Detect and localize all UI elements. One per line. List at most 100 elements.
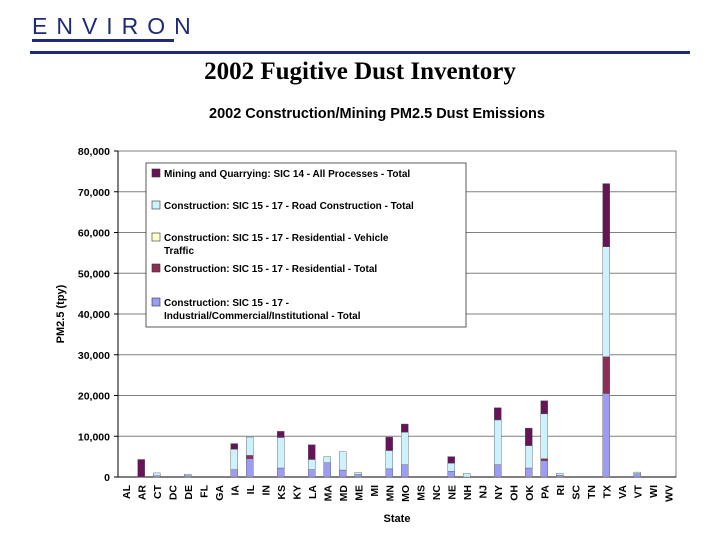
bar-segment-ri	[556, 475, 564, 478]
legend-entry: Mining and Quarrying: SIC 14 - All Proce…	[164, 169, 410, 180]
legend-box	[145, 162, 467, 328]
x-tick-label: WI	[648, 485, 660, 498]
x-tick-label: NY	[493, 485, 505, 500]
x-tick-label: FL	[198, 484, 210, 497]
x-tick-label: IN	[260, 485, 272, 496]
bar-segment-ia	[230, 449, 238, 470]
bar-segment-ks	[277, 467, 285, 478]
bar-segment-mo	[401, 464, 409, 478]
x-tick-label: VA	[617, 485, 629, 499]
bar-segment-pa	[540, 400, 548, 415]
x-tick-label: NC	[431, 485, 443, 501]
bar-segment-me	[354, 472, 362, 475]
x-tick-label: TN	[586, 485, 598, 499]
x-tick-label: MS	[415, 485, 427, 501]
x-tick-label: IA	[229, 485, 241, 496]
bar-segment-vt	[633, 471, 641, 474]
bar-segment-pa	[540, 458, 548, 461]
y-tick-label: 60,000	[78, 228, 110, 240]
page-title: 2002 Fugitive Dust Inventory	[204, 58, 516, 85]
x-tick-label: GA	[214, 485, 226, 501]
bar-segment-ok	[525, 445, 533, 469]
y-axis-ticks: 0 10,000 20,000 30,000 40,000 50,000 60,000 70,…	[78, 146, 676, 484]
x-tick-label: MO	[400, 485, 412, 502]
y-tick-label: 50,000	[78, 268, 110, 280]
legend-entry: Construction: SIC 15 - 17 -Industrial/Co…	[164, 298, 361, 322]
environ-logo: ENVIRON	[32, 14, 191, 42]
legend-swatch	[151, 263, 161, 273]
bar-segment-de	[184, 473, 192, 476]
bar-segment-ny	[494, 419, 502, 465]
x-tick-label: DE	[183, 485, 195, 500]
bar-segment-vt	[633, 473, 641, 478]
bar-segment-tx	[602, 183, 610, 247]
bar-segment-mo	[401, 431, 409, 465]
bar-segment-ia	[230, 443, 238, 450]
bar-segment-md	[339, 469, 347, 478]
bar-segment-il	[246, 458, 254, 478]
bar-segment-ok	[525, 427, 533, 446]
x-tick-label: AR	[136, 485, 148, 501]
chart-title: 2002 Construction/Mining PM2.5 Dust Emis…	[209, 106, 545, 122]
bar-segment-la	[308, 459, 316, 470]
y-tick-label: 20,000	[78, 391, 110, 403]
bar-segment-ne	[447, 471, 455, 478]
bar-segment-md	[339, 451, 347, 471]
x-tick-label: VT	[632, 484, 644, 498]
x-tick-label: MD	[338, 485, 350, 502]
legend-entry: Construction: SIC 15 - 17 - Road Constru…	[164, 201, 414, 212]
bar-segment-ok	[525, 467, 533, 478]
x-tick-label: TX	[601, 485, 613, 498]
x-tick-label: OK	[524, 485, 536, 501]
bar-segment-ma	[323, 456, 331, 463]
bar-segment-pa	[540, 413, 548, 459]
x-tick-label: MA	[322, 485, 334, 502]
legend-swatch	[151, 200, 161, 210]
x-tick-label: NJ	[477, 485, 489, 499]
y-tick-label: 70,000	[78, 187, 110, 199]
header-rule	[30, 51, 690, 54]
bar-segment-mn	[385, 436, 393, 451]
x-tick-label: KS	[276, 485, 288, 500]
x-tick-label: RI	[555, 485, 567, 496]
logo-text: ENVIRON	[32, 13, 200, 39]
bar-segment-ny	[494, 407, 502, 421]
legend-swatch	[151, 232, 161, 242]
x-tick-label: AL	[121, 484, 133, 499]
bar-segment-la	[308, 444, 316, 460]
x-tick-label: CT	[152, 484, 164, 499]
y-tick-label: 10,000	[78, 431, 110, 443]
x-axis-label: State	[384, 513, 411, 525]
x-tick-label: KY	[291, 485, 303, 500]
legend-swatch	[151, 297, 161, 307]
x-tick-label: MI	[369, 485, 381, 497]
bar-segment-ks	[277, 437, 285, 469]
bar-segment-mo	[401, 423, 409, 433]
y-tick-label: 0	[104, 472, 110, 484]
bar-segment-la	[308, 469, 316, 478]
chart-legend: Mining and Quarrying: SIC 14 - All Proce…	[145, 162, 467, 328]
bar-segment-tx	[602, 393, 610, 478]
bar-segment-ia	[230, 469, 238, 478]
bar-segment-me	[354, 474, 362, 478]
bar-segment-ct	[153, 472, 161, 476]
bar-segment-il	[246, 436, 254, 456]
x-tick-label: IL	[245, 484, 257, 494]
bar-segment-ma	[323, 462, 331, 478]
bar-segment-ne	[447, 456, 455, 464]
x-tick-label: DC	[167, 485, 179, 501]
x-tick-label: NE	[446, 485, 458, 500]
bar-segment-ny	[494, 464, 502, 478]
bar-segment-il	[246, 455, 254, 459]
x-tick-label: NH	[462, 485, 474, 500]
legend-entry: Construction: SIC 15 - 17 - Residential …	[164, 264, 377, 275]
legend-swatch	[151, 168, 161, 178]
bar-segment-nh	[463, 473, 471, 478]
x-tick-label: PA	[539, 485, 551, 499]
y-axis-label: PM2.5 (tpy)	[55, 284, 67, 343]
x-axis-ticks: AL AR CT DC DE FL GA IA IL IN KS KY LA MA MD ME MI MN MO MS…	[121, 484, 676, 502]
bar-segment-mn	[385, 468, 393, 478]
bars	[137, 183, 641, 478]
bar-segment-pa	[540, 460, 548, 478]
